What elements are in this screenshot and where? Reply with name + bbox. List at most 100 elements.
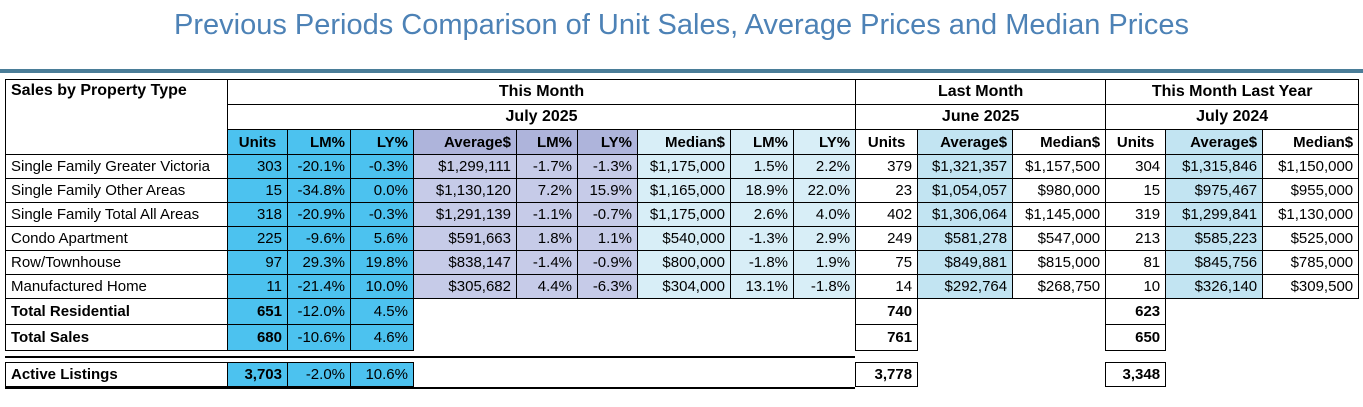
column-header: Average$	[917, 129, 1014, 155]
column-header: LY%	[350, 129, 414, 155]
cell: -21.4%	[287, 274, 351, 299]
cell: 4.4%	[516, 274, 578, 299]
cell: -1.8%	[730, 250, 794, 275]
cell: $268,750	[1012, 274, 1107, 299]
divider-rule	[5, 356, 855, 358]
bottom-rule	[5, 387, 855, 389]
cell: 4.6%	[350, 324, 414, 351]
column-header: LM%	[287, 129, 351, 155]
cell: 3,348	[1105, 362, 1167, 387]
cell: -1.3%	[730, 226, 794, 251]
cell: $1,299,111	[413, 154, 517, 179]
comparison-table: Sales by Property Type This Month Last M…	[5, 79, 1360, 351]
cell: 19.8%	[350, 250, 414, 275]
cell: 15	[227, 178, 288, 203]
period-header-row: July 2025 June 2025 July 2024	[6, 104, 1360, 130]
period-this-month: July 2025	[226, 104, 857, 130]
cell: -10.6%	[287, 324, 351, 351]
cell: 379	[855, 154, 919, 179]
cell: $292,764	[917, 274, 1014, 299]
cell: $1,165,000	[637, 178, 731, 203]
cell: -1.7%	[516, 154, 578, 179]
column-header: LY%	[792, 129, 857, 155]
cell: 0.0%	[350, 178, 414, 203]
cell: $309,500	[1262, 274, 1360, 299]
column-header: Units	[227, 129, 288, 155]
empty-cell	[1165, 324, 1359, 351]
cell: 10.6%	[350, 362, 414, 387]
cell: -1.1%	[516, 202, 578, 227]
cell: -0.3%	[350, 154, 414, 179]
totals-rows: Total Residential 651 -12.0% 4.5% 740 62…	[5, 298, 1359, 351]
cell: $849,881	[917, 250, 1014, 275]
column-header: Median$	[1262, 129, 1360, 155]
table-row-active-listings: Active Listings 3,703 -2.0% 10.6% 3,778 …	[5, 362, 1359, 387]
cell: 303	[227, 154, 288, 179]
cell: 11	[227, 274, 288, 299]
section-this-month-last-year: This Month Last Year	[1105, 79, 1360, 105]
cell: -34.8%	[287, 178, 351, 203]
cell: 651	[227, 298, 288, 325]
cell: $1,175,000	[637, 202, 731, 227]
cell: $1,306,064	[917, 202, 1014, 227]
cell: $305,682	[413, 274, 517, 299]
cell: $1,175,000	[637, 154, 731, 179]
cell: $1,150,000	[1262, 154, 1360, 179]
cell: $1,130,120	[413, 178, 517, 203]
cell: $1,157,500	[1012, 154, 1107, 179]
cell: 225	[227, 226, 288, 251]
empty-cell	[917, 362, 1106, 387]
period-last-month: June 2025	[855, 104, 1107, 130]
cell: 740	[855, 298, 919, 325]
cell: 319	[1105, 202, 1167, 227]
cell: 623	[1105, 298, 1167, 325]
cell: 1.8%	[516, 226, 578, 251]
cell: 5.6%	[350, 226, 414, 251]
cell: $585,223	[1165, 226, 1264, 251]
column-header: LM%	[516, 129, 578, 155]
cell: 3,778	[855, 362, 919, 387]
cell: 75	[855, 250, 919, 275]
cell: 4.0%	[792, 202, 857, 227]
cell: 249	[855, 226, 919, 251]
cell: $540,000	[637, 226, 731, 251]
row-label: Single Family Total All Areas	[5, 202, 228, 227]
column-header-row: Units LM% LY% Average$ LM% LY% Median$ LM% LY% Un…	[6, 129, 1360, 155]
cell: 4.5%	[350, 298, 414, 325]
cell: -20.1%	[287, 154, 351, 179]
cell: 23	[855, 178, 919, 203]
column-header: Average$	[1165, 129, 1264, 155]
row-label: Single Family Other Areas	[5, 178, 228, 203]
cell: 13.1%	[730, 274, 794, 299]
empty-cell	[413, 298, 856, 325]
cell: $1,291,139	[413, 202, 517, 227]
cell: 3,703	[227, 362, 288, 387]
cell: 10	[1105, 274, 1167, 299]
cell: 7.2%	[516, 178, 578, 203]
cell: -1.3%	[577, 154, 638, 179]
cell: 15.9%	[577, 178, 638, 203]
cell: $955,000	[1262, 178, 1360, 203]
empty-cell	[1165, 362, 1359, 387]
section-last-month: Last Month	[855, 79, 1107, 105]
section-this-month: This Month	[226, 79, 857, 105]
empty-cell	[917, 324, 1106, 351]
cell: $980,000	[1012, 178, 1107, 203]
cell: 2.9%	[792, 226, 857, 251]
table-row-total-residential: Total Residential 651 -12.0% 4.5% 740 62…	[5, 298, 1359, 325]
cell: $1,299,841	[1165, 202, 1264, 227]
cell: $304,000	[637, 274, 731, 299]
column-header: Units	[1105, 129, 1167, 155]
table-row-total-sales: Total Sales 680 -10.6% 4.6% 761 650	[5, 324, 1359, 351]
row-label: Condo Apartment	[5, 226, 228, 251]
page-title: Previous Periods Comparison of Unit Sale…	[174, 9, 1189, 41]
cell: $1,054,057	[917, 178, 1014, 203]
cell: 2.6%	[730, 202, 794, 227]
cell: 1.5%	[730, 154, 794, 179]
cell: -6.3%	[577, 274, 638, 299]
cell: $525,000	[1262, 226, 1360, 251]
period-this-month-last-year: July 2024	[1105, 104, 1360, 130]
cell: $815,000	[1012, 250, 1107, 275]
cell: -0.3%	[350, 202, 414, 227]
